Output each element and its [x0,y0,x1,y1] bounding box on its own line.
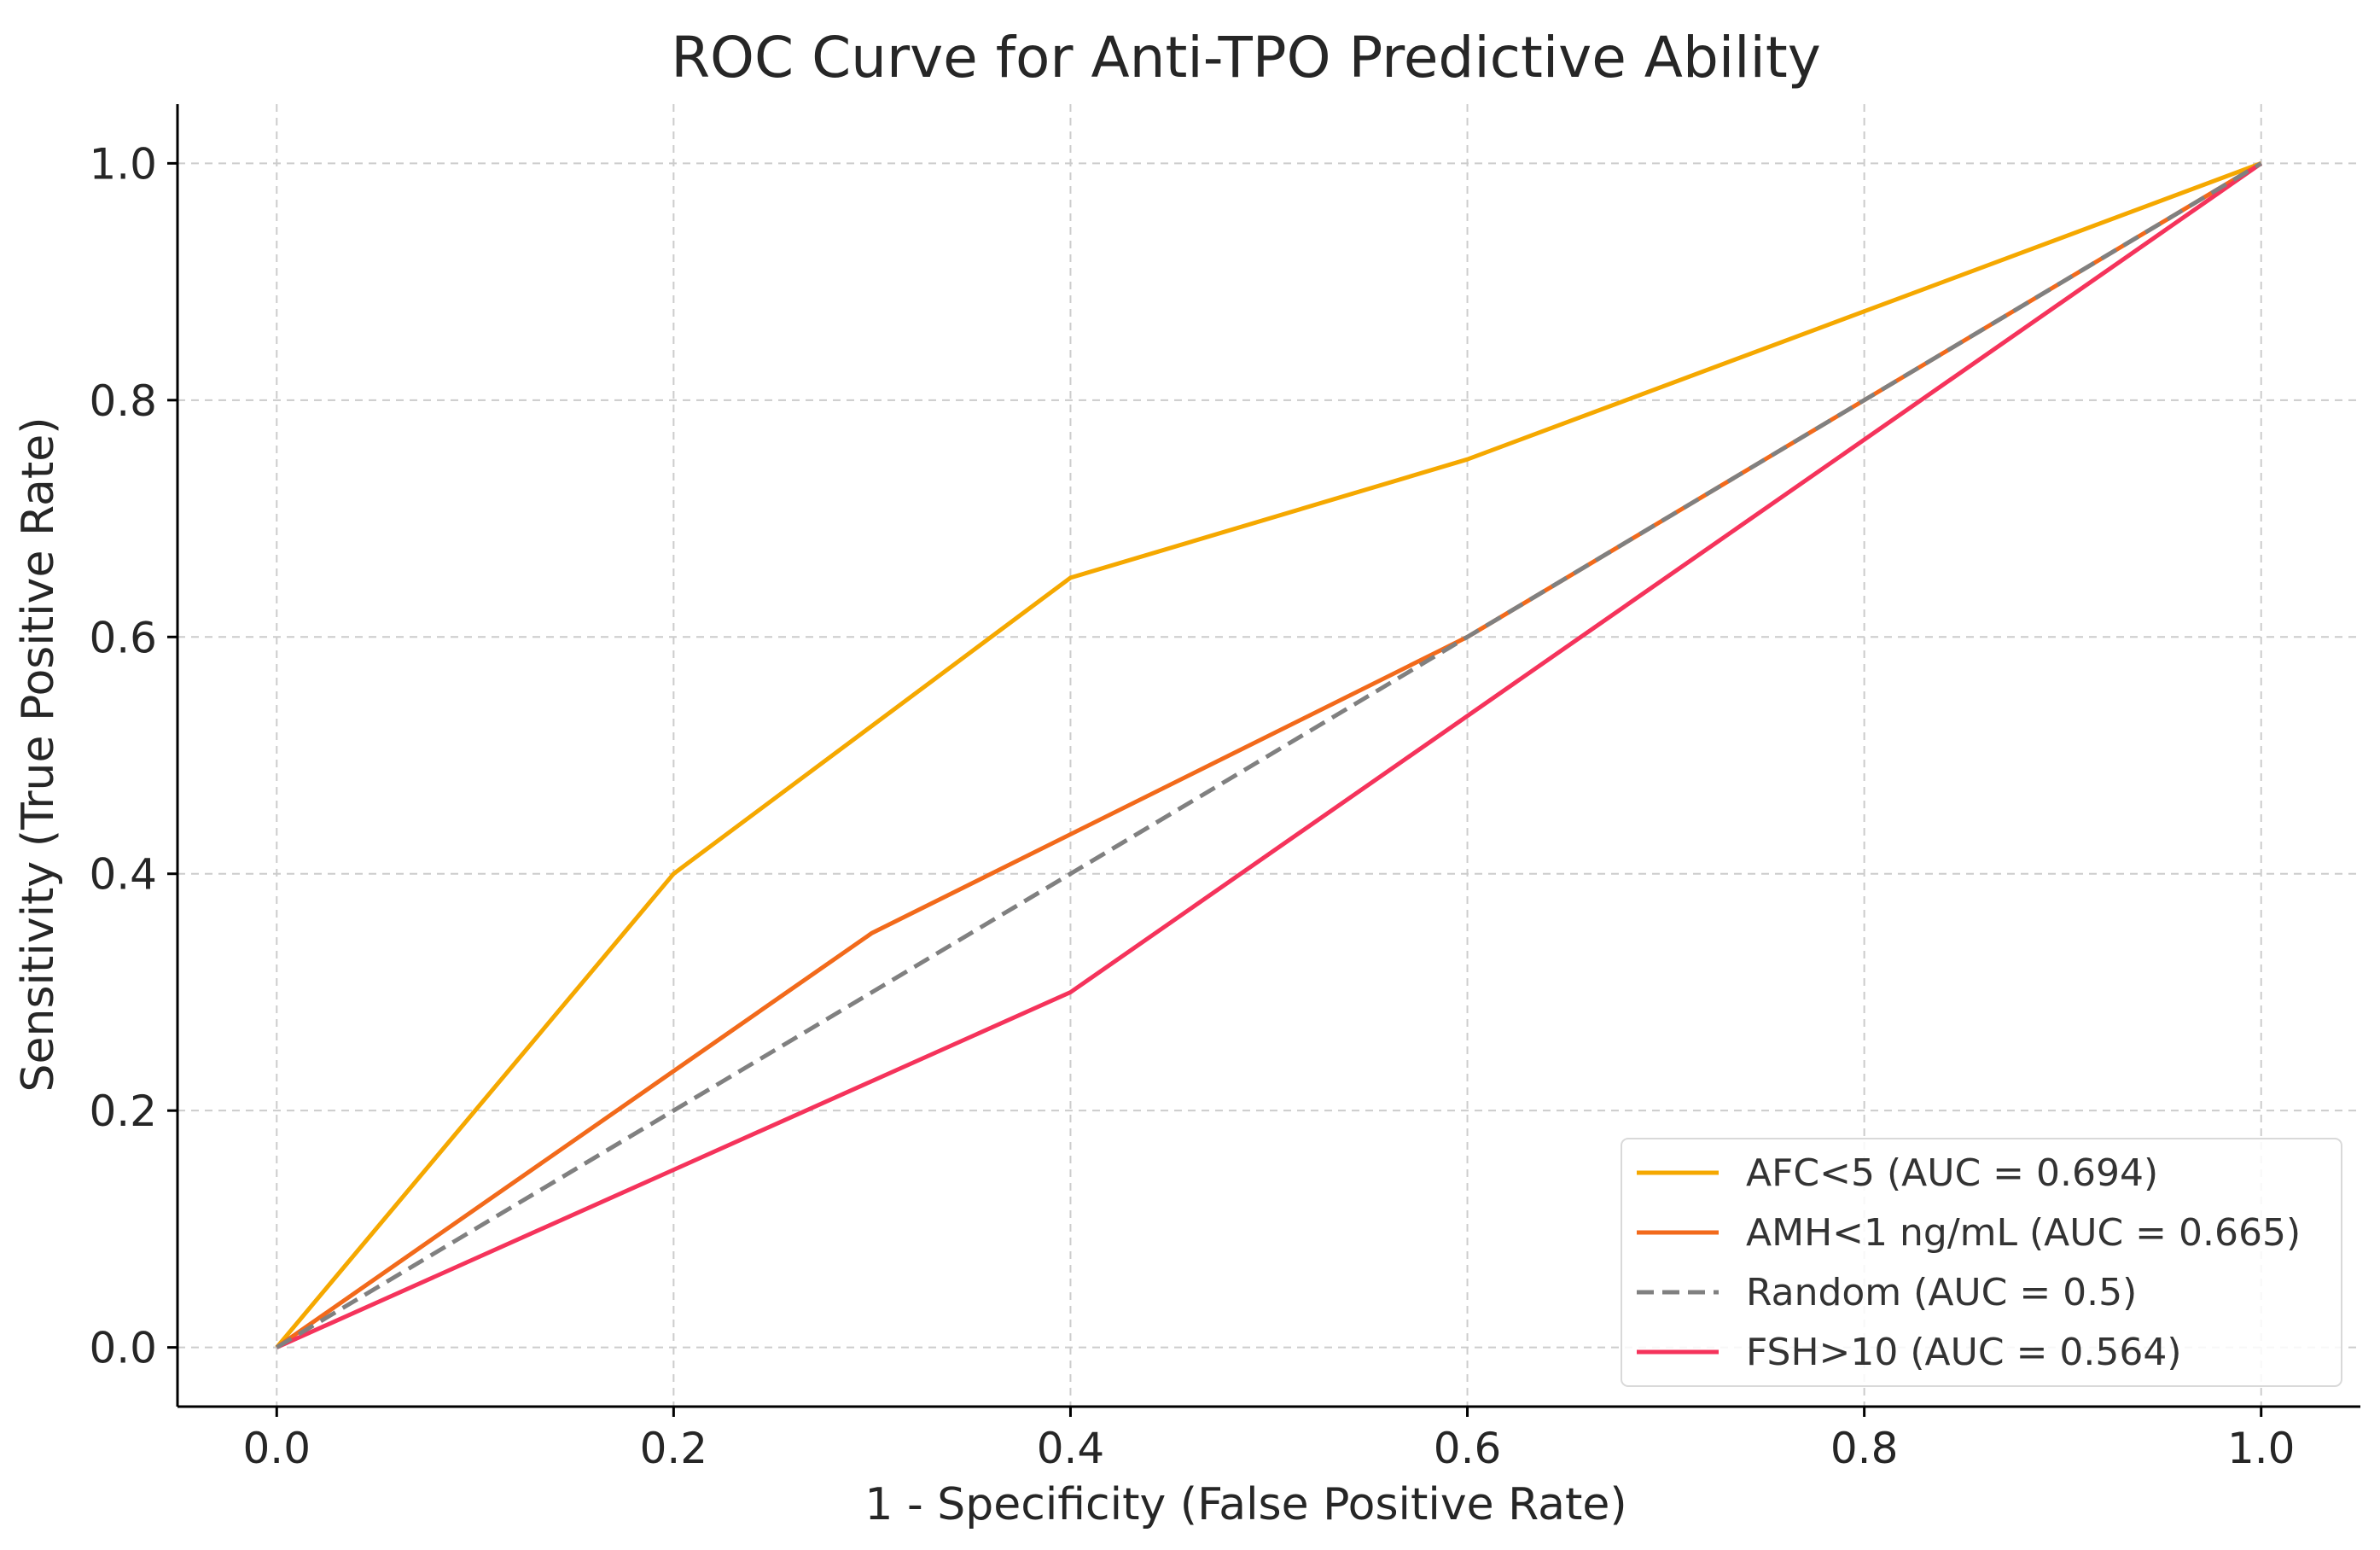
x-tick-label: 1.0 [2227,1424,2296,1473]
legend-label-3: FSH>10 (AUC = 0.564) [1746,1331,2182,1374]
series-line-3 [276,161,2263,1349]
y-tick-label: 0.8 [89,376,157,426]
x-tick-label: 0.2 [640,1424,708,1473]
x-tick-label: 0.6 [1434,1424,1502,1473]
x-tick-label: 0.4 [1037,1424,1105,1473]
legend-box [1621,1138,2342,1387]
series-layer [275,161,2263,1349]
y-axis-label: Sensitivity (True Positive Rate) [13,417,64,1092]
x-axis-label: 1 - Specificity (False Positive Rate) [864,1479,1626,1530]
chart-title: ROC Curve for Anti-TPO Predictive Abilit… [671,25,1821,90]
legend-label-0: AFC<5 (AUC = 0.694) [1746,1151,2158,1195]
y-tick-label: 0.0 [89,1324,157,1373]
series-line-2 [276,161,2262,1349]
legend: AFC<5 (AUC = 0.694) AMH<1 ng/mL (AUC = 0.… [1621,1138,2342,1387]
y-tick-label: 0.2 [89,1087,157,1136]
x-tick-label: 0.0 [243,1424,311,1473]
axes: 0.0 0.2 0.4 0.6 0.8 1.0 0.0 0.2 0.4 0.6 0.8 1.0 [89,104,2360,1473]
legend-label-1: AMH<1 ng/mL (AUC = 0.665) [1746,1211,2301,1255]
y-tick-label: 0.4 [89,850,157,900]
series-line-0 [275,161,2262,1349]
x-tick-label: 0.8 [1830,1424,1899,1473]
y-tick-label: 1.0 [89,139,157,189]
legend-label-2: Random (AUC = 0.5) [1746,1271,2137,1314]
y-tick-label: 0.6 [89,613,157,662]
